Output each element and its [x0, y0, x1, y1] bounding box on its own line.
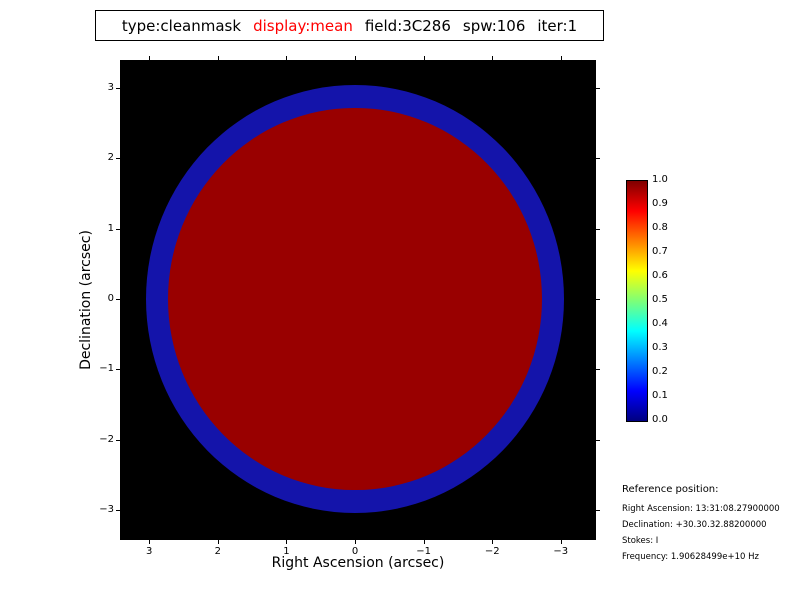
reference-heading: Reference position:	[622, 484, 719, 495]
x-tick-label: −2	[484, 546, 500, 557]
title-type: type:cleanmask	[121, 16, 242, 35]
reference-position-block: Reference position: Right Ascension: 13:…	[622, 484, 780, 565]
x-tick-mark-top	[492, 56, 494, 60]
colorbar-tick-label: 0.6	[652, 270, 668, 281]
y-tick-label: 2	[107, 152, 114, 164]
colorbar-tick-label: 1.0	[652, 174, 668, 185]
colorbar-tick-label: 0.9	[652, 198, 668, 209]
reference-frequency: Frequency: 1.90628499e+10 Hz	[622, 552, 759, 562]
y-tick-mark	[116, 509, 120, 511]
x-tick-label: −1	[416, 546, 431, 557]
y-tick-mark-right	[596, 88, 600, 90]
y-tick-mark	[116, 299, 120, 300]
mask-core	[168, 107, 542, 491]
colorbar	[626, 180, 648, 422]
x-tick-mark	[217, 540, 219, 544]
colorbar-tick-label: 0.2	[652, 366, 668, 377]
y-tick-mark-right	[596, 439, 600, 441]
y-tick-label: −1	[99, 363, 114, 375]
x-tick-label: 1	[283, 546, 290, 557]
y-tick-label: −3	[99, 503, 114, 515]
x-tick-mark-top	[423, 56, 425, 60]
title-display: display:mean	[253, 16, 353, 35]
x-tick-mark	[149, 540, 151, 544]
y-tick-mark-right	[596, 299, 600, 300]
x-tick-label: 0	[351, 546, 359, 557]
x-tick-label: −3	[553, 546, 569, 557]
y-tick-label: −2	[99, 433, 114, 445]
reference-declination: Declination: +30.30.32.88200000	[622, 520, 767, 530]
y-tick-mark-right	[596, 228, 600, 230]
y-tick-mark	[116, 88, 120, 90]
colorbar-tick-label: 0.8	[652, 222, 668, 233]
x-tick-mark	[560, 540, 562, 544]
reference-stokes: Stokes: I	[622, 536, 659, 546]
x-tick-mark-top	[149, 56, 151, 60]
plot-title: type:cleanmask display:mean field:3C286 …	[95, 10, 604, 41]
x-tick-mark-top	[560, 56, 562, 60]
x-tick-mark-top	[355, 56, 356, 60]
y-tick-label: 3	[107, 82, 114, 94]
y-tick-mark-right	[596, 369, 600, 371]
x-tick-label: 3	[146, 546, 153, 557]
x-axis-label: Right Ascension (arcsec)	[271, 555, 445, 571]
image-plot[interactable]	[120, 60, 596, 540]
reference-right-ascension: Right Ascension: 13:31:08.27900000	[622, 504, 780, 514]
y-tick-label: 0	[107, 293, 114, 304]
title-iter: iter:1	[537, 16, 578, 35]
x-tick-mark-top	[286, 56, 288, 60]
x-tick-mark	[423, 540, 425, 544]
y-tick-mark-right	[596, 158, 600, 160]
colorbar-tick-label: 0.4	[652, 318, 668, 329]
x-tick-mark-top	[217, 56, 219, 60]
colorbar-tick-label: 0.0	[652, 414, 668, 425]
y-tick-mark-right	[596, 509, 600, 511]
colorbar-tick-label: 0.7	[652, 246, 668, 257]
title-spw: spw:106	[462, 16, 526, 35]
colorbar-tick-label: 0.1	[652, 390, 668, 401]
y-tick-mark	[116, 369, 120, 371]
colorbar-tick-label: 0.3	[652, 342, 668, 353]
y-tick-mark	[116, 439, 120, 441]
title-field: field:3C286	[364, 16, 451, 35]
x-tick-mark	[492, 540, 494, 544]
x-tick-mark	[355, 540, 356, 544]
x-tick-label: 2	[214, 546, 221, 557]
x-tick-mark	[286, 540, 288, 544]
colorbar-tick-label: 0.5	[652, 294, 668, 305]
y-tick-mark	[116, 158, 120, 160]
y-tick-mark	[116, 228, 120, 230]
y-tick-label: 1	[107, 222, 114, 234]
